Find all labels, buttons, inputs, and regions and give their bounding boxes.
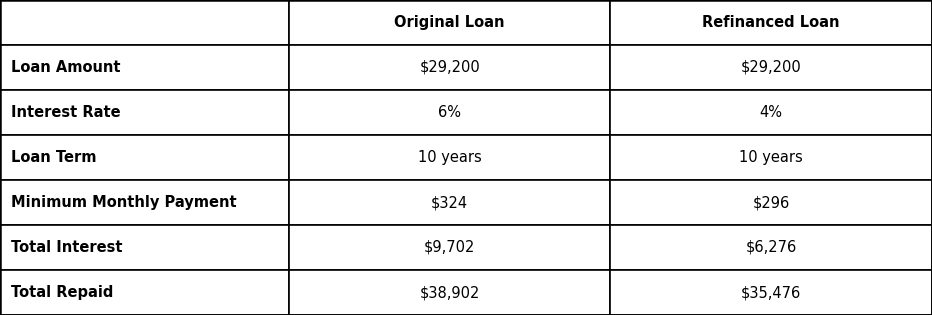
Bar xyxy=(610,90,932,135)
Text: Loan Term: Loan Term xyxy=(11,150,97,165)
Bar xyxy=(289,90,610,135)
Text: 10 years: 10 years xyxy=(418,150,482,165)
Bar xyxy=(0,45,289,90)
Bar xyxy=(289,135,610,180)
Text: $38,902: $38,902 xyxy=(419,285,480,300)
Text: 6%: 6% xyxy=(438,105,461,120)
Bar xyxy=(289,225,610,270)
Bar xyxy=(0,180,289,225)
Text: 10 years: 10 years xyxy=(739,150,803,165)
Bar xyxy=(610,45,932,90)
Bar xyxy=(610,0,932,45)
Bar xyxy=(610,135,932,180)
Bar xyxy=(610,270,932,315)
Bar xyxy=(0,135,289,180)
Text: $296: $296 xyxy=(753,195,789,210)
Text: Total Interest: Total Interest xyxy=(11,240,123,255)
Bar xyxy=(289,270,610,315)
Bar xyxy=(610,225,932,270)
Bar xyxy=(289,180,610,225)
Text: $9,702: $9,702 xyxy=(424,240,475,255)
Text: Interest Rate: Interest Rate xyxy=(11,105,121,120)
Text: Loan Amount: Loan Amount xyxy=(11,60,120,75)
Text: $6,276: $6,276 xyxy=(746,240,797,255)
Bar xyxy=(289,0,610,45)
Text: Minimum Monthly Payment: Minimum Monthly Payment xyxy=(11,195,237,210)
Text: Total Repaid: Total Repaid xyxy=(11,285,114,300)
Text: $324: $324 xyxy=(432,195,468,210)
Text: 4%: 4% xyxy=(760,105,783,120)
Bar xyxy=(0,225,289,270)
Text: $35,476: $35,476 xyxy=(741,285,802,300)
Text: Original Loan: Original Loan xyxy=(394,15,505,30)
Bar xyxy=(289,45,610,90)
Bar xyxy=(610,180,932,225)
Bar xyxy=(0,90,289,135)
Text: $29,200: $29,200 xyxy=(419,60,480,75)
Text: Refinanced Loan: Refinanced Loan xyxy=(703,15,840,30)
Bar xyxy=(0,270,289,315)
Text: $29,200: $29,200 xyxy=(741,60,802,75)
Bar xyxy=(0,0,289,45)
